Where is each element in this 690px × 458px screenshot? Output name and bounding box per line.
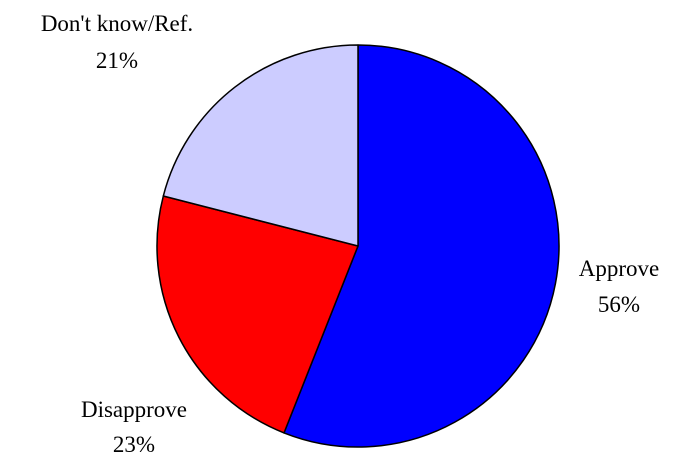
slice-label-disapprove: Disapprove [81,397,187,422]
slice-value-dont-know: 21% [96,48,138,73]
slice-value-approve: 56% [598,292,640,317]
pie-slice-disapprove [156,195,359,434]
slice-label-dont-know: Don't know/Ref. [41,11,193,36]
pie-slice-don-t-know-ref [162,44,359,247]
pie-slice-approve [283,44,560,448]
slice-value-disapprove: 23% [113,432,155,457]
pie-labels: Approve 56% Disapprove 23% Don't know/Re… [41,11,659,457]
slice-label-approve: Approve [579,256,659,281]
pie-slices [156,44,560,448]
